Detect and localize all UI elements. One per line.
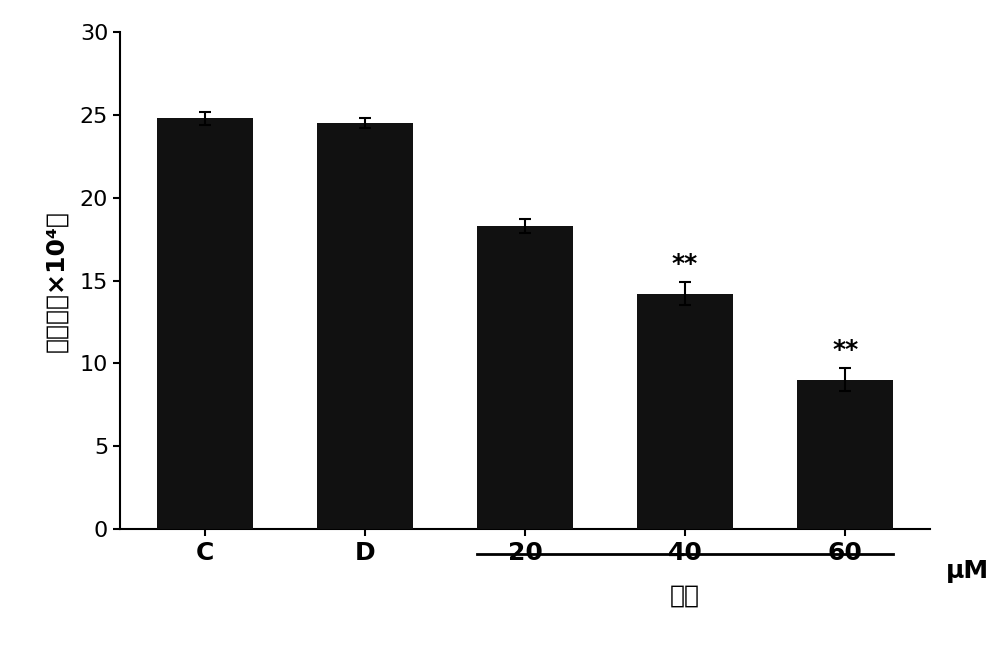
Bar [477, 226, 573, 529]
Text: **: ** [672, 252, 698, 275]
Text: **: ** [832, 338, 858, 362]
Y-axis label: 细胞数（×10⁴）: 细胞数（×10⁴） [45, 210, 69, 352]
Text: μM: μM [946, 559, 989, 584]
Text: 硫丹: 硫丹 [670, 584, 700, 608]
Bar [637, 294, 733, 529]
Bar [157, 118, 253, 529]
Bar [317, 123, 413, 529]
Bar [797, 380, 893, 529]
